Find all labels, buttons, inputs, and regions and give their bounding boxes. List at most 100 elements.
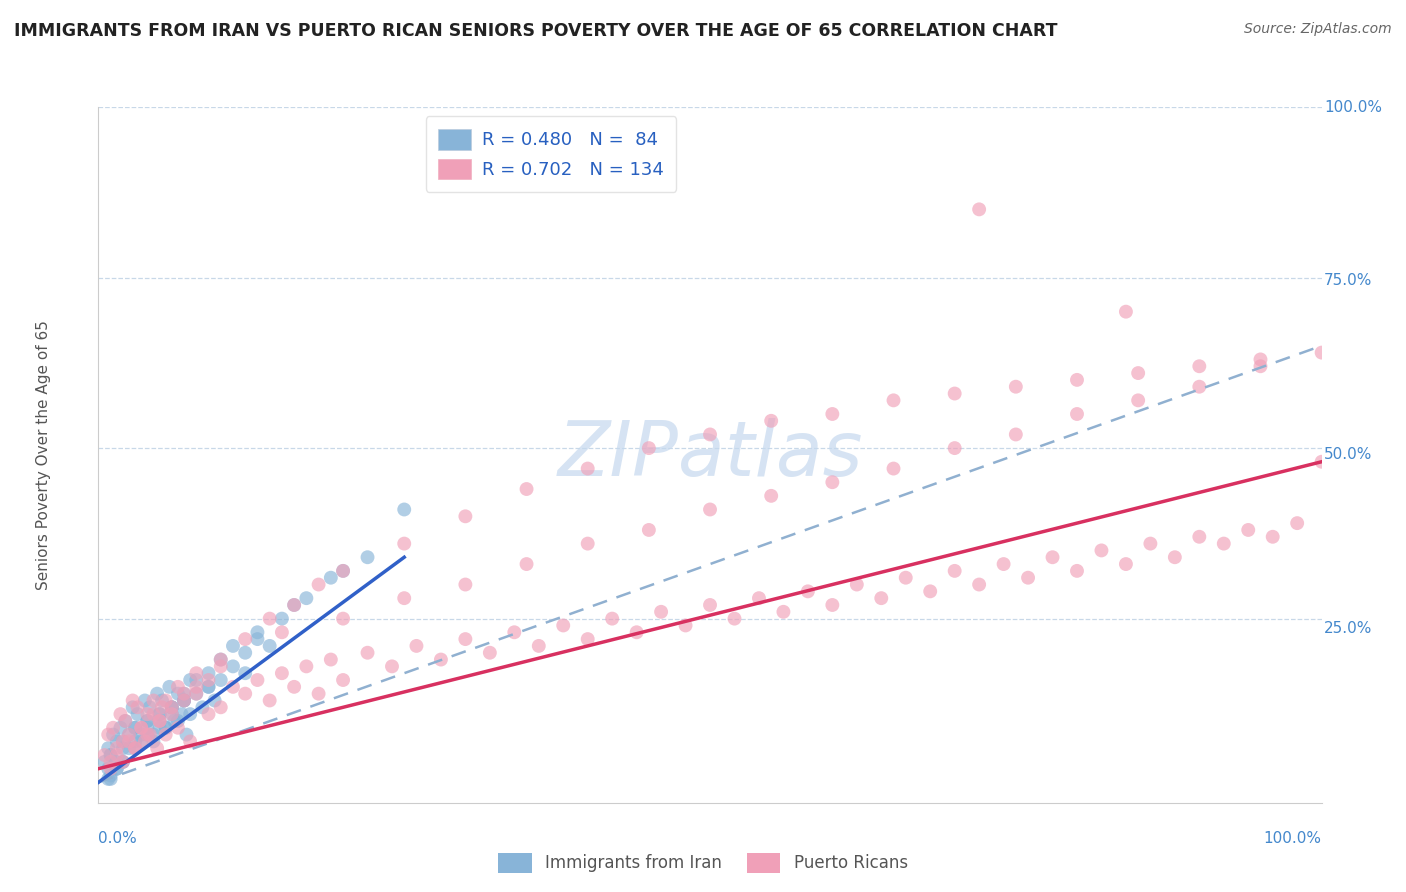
Point — [1128, 366, 1150, 380]
Point — [160, 707, 183, 722]
Point — [105, 755, 128, 769]
Point — [136, 714, 159, 728]
Point — [319, 652, 342, 666]
Point — [454, 509, 477, 524]
Point — [160, 707, 183, 722]
Point — [124, 721, 146, 735]
Point — [283, 598, 305, 612]
Text: 0.0%: 0.0% — [98, 830, 138, 846]
Point — [186, 673, 208, 687]
Point — [283, 598, 305, 612]
Point — [454, 577, 477, 591]
Text: ZIPatlas: ZIPatlas — [557, 418, 863, 491]
Point — [146, 741, 169, 756]
Point — [1286, 516, 1309, 530]
Point — [870, 591, 893, 606]
Point — [295, 659, 318, 673]
Point — [1115, 557, 1137, 571]
Point — [332, 612, 354, 626]
Point — [121, 693, 143, 707]
Point — [93, 755, 115, 769]
Point — [142, 734, 165, 748]
Point — [186, 666, 208, 681]
Point — [967, 577, 990, 591]
Point — [1164, 550, 1187, 565]
Point — [111, 755, 134, 769]
Point — [100, 755, 122, 769]
Point — [209, 700, 232, 714]
Point — [111, 755, 134, 769]
Point — [1004, 427, 1026, 442]
Point — [283, 680, 305, 694]
Point — [600, 612, 623, 626]
Point — [134, 693, 156, 707]
Point — [699, 598, 721, 612]
Point — [197, 680, 219, 694]
Point — [1115, 304, 1137, 318]
Point — [515, 557, 537, 571]
Point — [111, 755, 134, 769]
Point — [233, 687, 256, 701]
Point — [149, 707, 172, 722]
Point — [136, 728, 159, 742]
Point — [222, 639, 245, 653]
Point — [124, 741, 146, 756]
Point — [155, 721, 177, 735]
Point — [191, 700, 214, 714]
Point — [222, 680, 245, 694]
Point — [173, 687, 195, 701]
Point — [246, 625, 269, 640]
Point — [118, 734, 141, 748]
Point — [1128, 393, 1150, 408]
Point — [1261, 530, 1284, 544]
Point — [100, 747, 122, 762]
Point — [626, 625, 648, 640]
Point — [97, 728, 120, 742]
Point — [259, 639, 281, 653]
Point — [93, 747, 115, 762]
Point — [699, 427, 721, 442]
Point — [821, 407, 844, 421]
Point — [155, 693, 177, 707]
Point — [430, 652, 453, 666]
Point — [761, 414, 783, 428]
Point — [246, 632, 269, 646]
Point — [356, 550, 378, 565]
Point — [167, 714, 190, 728]
Point — [1188, 380, 1211, 394]
Point — [167, 680, 190, 694]
Point — [1188, 359, 1211, 374]
Text: 100.0%: 100.0% — [1264, 830, 1322, 846]
Point — [553, 618, 575, 632]
Point — [259, 693, 281, 707]
Point — [97, 762, 120, 776]
Point — [136, 714, 159, 728]
Point — [114, 714, 136, 728]
Point — [576, 632, 599, 646]
Text: 25.0%: 25.0% — [1324, 622, 1372, 636]
Point — [332, 564, 354, 578]
Legend: R = 0.480   N =  84, R = 0.702   N = 134: R = 0.480 N = 84, R = 0.702 N = 134 — [426, 116, 676, 192]
Point — [129, 721, 152, 735]
Point — [101, 728, 124, 742]
Point — [118, 741, 141, 756]
Point — [295, 591, 318, 606]
Point — [124, 741, 146, 756]
Point — [155, 728, 177, 742]
Point — [105, 747, 128, 762]
Point — [797, 584, 820, 599]
Point — [176, 728, 198, 742]
Point — [319, 571, 342, 585]
Point — [270, 612, 294, 626]
Point — [1017, 571, 1039, 585]
Point — [149, 721, 172, 735]
Point — [111, 741, 134, 756]
Point — [883, 393, 905, 408]
Point — [821, 598, 844, 612]
Point — [179, 707, 201, 722]
Point — [118, 728, 141, 742]
Point — [160, 700, 183, 714]
Point — [209, 652, 232, 666]
Point — [146, 687, 169, 701]
Point — [173, 687, 195, 701]
